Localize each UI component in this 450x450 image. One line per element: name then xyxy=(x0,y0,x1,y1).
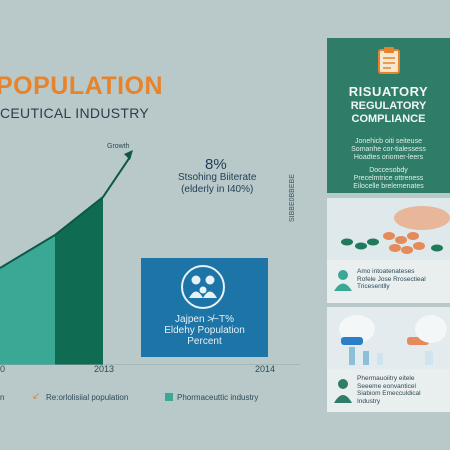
page-subtitle: CEUTICAL INDUSTRY xyxy=(0,105,150,121)
worker-icon xyxy=(334,270,352,291)
panel-text-1: Jonehicb oiti seiteuse xyxy=(355,138,422,145)
panel-text-2: Somanhe cor-tialessess xyxy=(351,146,426,153)
panel-body-1: Jonehicb oiti seiteuse Somanhe cor-tiale… xyxy=(327,138,450,162)
pills-image xyxy=(327,198,450,260)
info-box-text: Jajpen ≯−T% Eldehy Population Percent xyxy=(141,314,268,347)
panel-text-3: Hoadtes oriomer-leers xyxy=(353,154,424,161)
doctor-icon xyxy=(334,379,352,403)
panel-subtitle-1: REGULATORY xyxy=(350,100,427,112)
info-line-3: Percent xyxy=(187,336,222,347)
legend-item-1: n xyxy=(0,393,5,402)
family-icon xyxy=(181,265,225,309)
chart-bar-light xyxy=(0,236,55,365)
panel-text-4: Doccesobdy xyxy=(369,167,408,174)
x-label-2013: 2013 xyxy=(94,364,115,374)
card1-text: Amo intoatenateses Rofele Jose Rrosectie… xyxy=(357,268,449,291)
panel-text-5: Precelmtrice ottreness xyxy=(353,175,424,182)
card1-line-1: Amo intoatenateses xyxy=(357,268,415,275)
panel-subtitle-2: COMPLIANCE xyxy=(351,113,426,125)
card2-line-2: Seeeme eonvanticel xyxy=(357,382,416,390)
panel-subtitle: REGULATORY COMPLIANCE xyxy=(327,100,450,126)
card2-text: Phermauoiitry eitele Seeeme eonvanticel … xyxy=(357,375,449,405)
card1-line-3: Tricesentlly xyxy=(357,283,390,290)
card2-line-1: Phermauoiitry eitele xyxy=(357,375,415,382)
x-label-0: 0 xyxy=(0,364,6,374)
stat-line-2: (elderly in I40%) xyxy=(181,184,254,195)
panel-text-6: Eilocelle brelemenates xyxy=(353,183,424,190)
panel-title: RISUATORY xyxy=(348,84,429,99)
lab-image xyxy=(327,307,450,369)
legend-item-3: Phormaceuttic industry xyxy=(177,393,259,402)
x-label-2014: 2014 xyxy=(255,364,276,374)
page-title: POPULATION xyxy=(0,72,164,100)
card2-line-3: Siabiom Emecculdical xyxy=(357,390,421,397)
growth-line xyxy=(0,156,131,269)
legend-swatch xyxy=(165,393,173,401)
growth-label: Growth xyxy=(107,143,130,150)
stat-line-1: Stsohing Biiterate xyxy=(178,172,257,183)
chart-bar-dark xyxy=(55,197,103,365)
panel-body-2: Doccesobdy Precelmtrice ottreness Eiloce… xyxy=(327,167,450,191)
arrow-icon: ↙ xyxy=(32,391,41,402)
side-vertical-text: SIBBE0BBEBE xyxy=(289,174,296,222)
card2-line-4: Industry xyxy=(357,397,381,405)
info-line-1: Jajpen ≯−T% xyxy=(175,314,234,325)
legend-item-2: Re:orlolisiial population xyxy=(46,393,129,402)
growth-arrowhead xyxy=(124,150,133,160)
clipboard-icon xyxy=(378,47,400,74)
stat-description: Stsohing Biiterate (elderly in I40%) xyxy=(178,172,256,196)
stat-value: 8% xyxy=(205,156,227,173)
growth-chart xyxy=(0,150,300,365)
card1-line-2: Rofele Jose Rrosectieal xyxy=(357,275,426,283)
info-line-2: Eldehy Population xyxy=(164,325,245,336)
